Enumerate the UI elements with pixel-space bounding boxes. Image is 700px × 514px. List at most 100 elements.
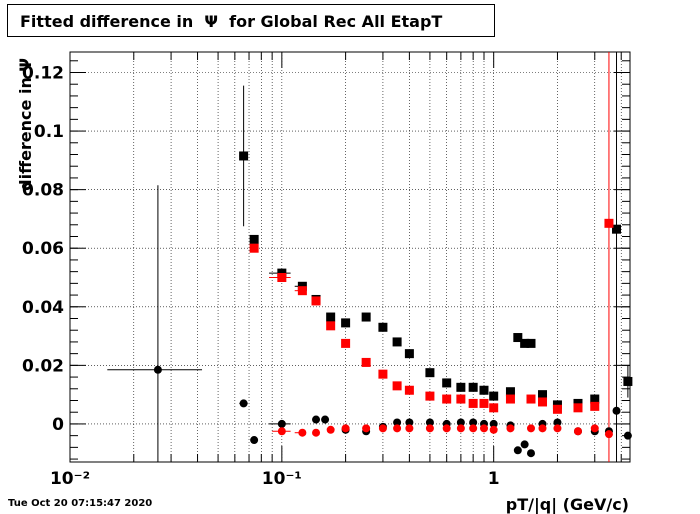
- square-marker: [526, 338, 536, 348]
- square-marker: [526, 394, 536, 404]
- square-marker: [513, 333, 523, 343]
- data-point: [456, 394, 466, 404]
- square-marker: [612, 224, 622, 234]
- chart-title: Fitted difference in Ψ for Global Rec Al…: [20, 12, 443, 31]
- y-tick-label: 0.1: [34, 122, 64, 142]
- data-point: [425, 391, 435, 401]
- data-point: [513, 333, 523, 343]
- data-point: [425, 424, 434, 433]
- circle-marker: [239, 399, 248, 408]
- circle-marker: [153, 365, 162, 374]
- data-point: [456, 382, 466, 392]
- data-point: [489, 403, 499, 413]
- data-point: [405, 424, 414, 433]
- square-marker: [552, 404, 562, 414]
- data-point: [405, 418, 414, 427]
- square-marker: [425, 391, 435, 401]
- y-tick-label: 0.04: [22, 298, 64, 318]
- data-point: [590, 401, 600, 411]
- square-marker: [468, 382, 478, 392]
- data-point: [294, 428, 307, 437]
- circle-marker: [405, 424, 414, 433]
- data-point: [506, 424, 515, 433]
- data-point: [250, 436, 259, 445]
- square-marker: [392, 381, 402, 391]
- y-tick-label: 0: [52, 415, 64, 435]
- circle-marker: [590, 424, 599, 433]
- square-marker: [277, 273, 287, 282]
- y-tick-label: 0.02: [22, 356, 64, 376]
- circle-marker: [442, 424, 451, 433]
- circle-marker: [425, 418, 434, 427]
- data-point: [378, 322, 388, 332]
- circle-marker: [277, 419, 286, 428]
- square-marker: [520, 338, 530, 348]
- circle-marker: [479, 424, 488, 433]
- data-point: [393, 418, 402, 427]
- data-point: [442, 424, 451, 433]
- data-point: [489, 419, 498, 428]
- data-point: [604, 218, 614, 228]
- data-point: [393, 424, 402, 433]
- square-marker: [378, 322, 388, 332]
- data-point: [520, 440, 529, 449]
- data-point: [505, 394, 515, 404]
- circle-marker: [405, 418, 414, 427]
- data-point: [326, 425, 335, 434]
- data-point: [552, 404, 562, 414]
- data-point: [321, 415, 330, 424]
- data-point: [469, 418, 478, 427]
- data-point: [505, 387, 515, 397]
- circle-marker: [520, 440, 529, 449]
- data-point: [456, 424, 465, 433]
- data-point: [590, 424, 599, 433]
- data-point: [479, 385, 489, 395]
- data-point: [590, 394, 600, 404]
- y-tick-label: 0.12: [22, 64, 64, 84]
- square-marker: [489, 391, 499, 401]
- circle-marker: [553, 418, 562, 427]
- data-point: [468, 398, 478, 408]
- square-marker: [505, 394, 515, 404]
- square-marker: [392, 337, 402, 347]
- data-point: [269, 273, 291, 282]
- circle-marker: [506, 424, 515, 433]
- data-point: [479, 424, 488, 433]
- data-point: [341, 424, 350, 433]
- square-marker: [341, 318, 351, 328]
- circle-marker: [312, 415, 321, 424]
- data-point: [425, 368, 435, 378]
- data-point: [312, 428, 321, 437]
- y-tick-label: 0.08: [22, 181, 64, 201]
- data-point: [553, 418, 562, 427]
- square-marker: [468, 398, 478, 408]
- data-point: [526, 424, 535, 433]
- circle-marker: [469, 418, 478, 427]
- data-point: [361, 312, 371, 322]
- data-point: [341, 318, 351, 328]
- data-point: [469, 424, 478, 433]
- data-point: [623, 365, 633, 398]
- circle-marker: [553, 424, 562, 433]
- data-point: [326, 321, 336, 331]
- square-marker: [341, 338, 351, 348]
- square-marker: [249, 243, 259, 253]
- data-point: [362, 424, 371, 433]
- data-point: [378, 369, 388, 379]
- square-marker: [361, 357, 371, 367]
- data-point: [526, 394, 536, 404]
- y-tick-label: 0.06: [22, 239, 64, 259]
- square-marker: [538, 397, 548, 407]
- plot-frame: [69, 51, 631, 463]
- circle-marker: [526, 449, 535, 458]
- data-point: [538, 397, 548, 407]
- title-box: Fitted difference in Ψ for Global Rec Al…: [7, 4, 495, 37]
- data-point: [392, 337, 402, 347]
- data-point: [378, 424, 387, 433]
- data-point: [425, 418, 434, 427]
- data-point: [404, 349, 414, 359]
- axis-ticks: 0 0.02 0.04 0.06 0.08 0.1 0.12 10⁻² 10⁻¹ 1: [22, 52, 630, 489]
- square-marker: [623, 376, 633, 386]
- x-tick-label: 1: [488, 469, 500, 489]
- square-marker: [590, 401, 600, 411]
